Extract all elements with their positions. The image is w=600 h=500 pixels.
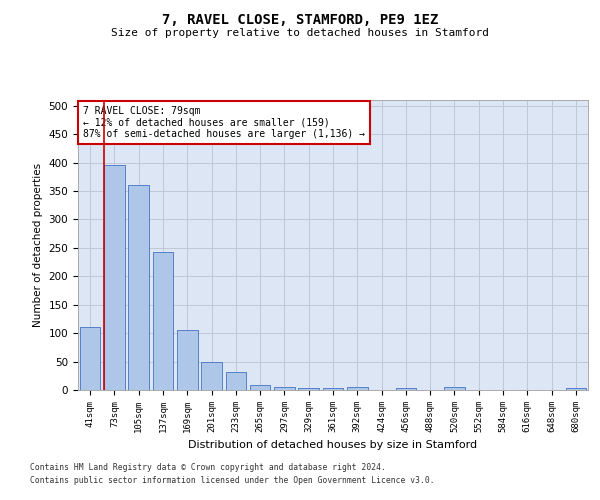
Text: 7 RAVEL CLOSE: 79sqm
← 12% of detached houses are smaller (159)
87% of semi-deta: 7 RAVEL CLOSE: 79sqm ← 12% of detached h… [83, 106, 365, 139]
Bar [298, 388, 319, 390]
Bar [566, 388, 586, 390]
Bar [104, 166, 125, 390]
Bar [80, 328, 100, 390]
Text: 7, RAVEL CLOSE, STAMFORD, PE9 1EZ: 7, RAVEL CLOSE, STAMFORD, PE9 1EZ [162, 12, 438, 26]
Y-axis label: Number of detached properties: Number of detached properties [33, 163, 43, 327]
Bar [152, 252, 173, 390]
Text: Contains public sector information licensed under the Open Government Licence v3: Contains public sector information licen… [30, 476, 434, 485]
Bar [444, 387, 465, 390]
Bar [274, 386, 295, 390]
Bar [201, 362, 222, 390]
Text: Size of property relative to detached houses in Stamford: Size of property relative to detached ho… [111, 28, 489, 38]
Bar [250, 385, 271, 390]
Bar [226, 372, 246, 390]
Text: Contains HM Land Registry data © Crown copyright and database right 2024.: Contains HM Land Registry data © Crown c… [30, 464, 386, 472]
Bar [323, 388, 343, 390]
Bar [128, 186, 149, 390]
Bar [177, 330, 197, 390]
Bar [347, 386, 368, 390]
X-axis label: Distribution of detached houses by size in Stamford: Distribution of detached houses by size … [188, 440, 478, 450]
Bar [395, 388, 416, 390]
